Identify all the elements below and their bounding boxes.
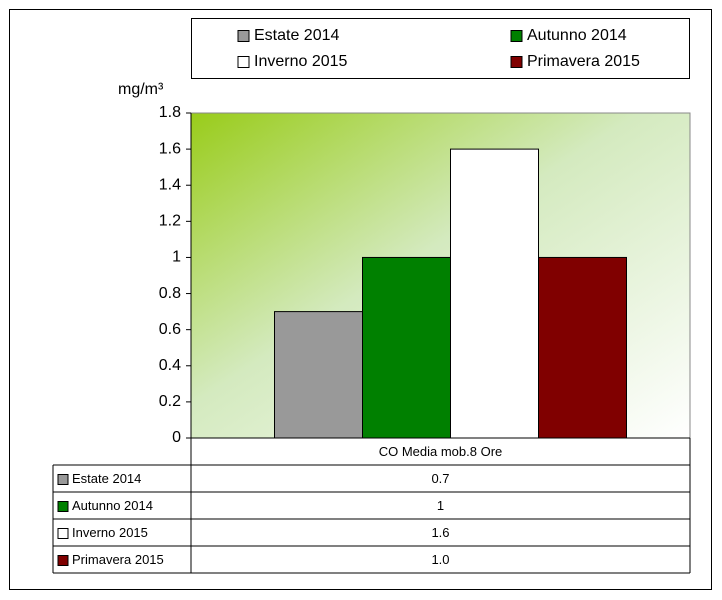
table-swatch: [57, 555, 69, 566]
table-value: 0.7: [431, 471, 449, 486]
legend-label: Primavera 2015: [527, 53, 640, 70]
y-tick-label: 1.4: [159, 176, 181, 193]
table-series-name: Estate 2014: [72, 471, 141, 486]
y-tick-label: 1: [172, 249, 181, 266]
legend-swatch: [237, 56, 250, 68]
legend-label: Autunno 2014: [527, 27, 627, 44]
y-tick-label: 1.8: [159, 104, 181, 121]
table-series-name: Autunno 2014: [72, 498, 153, 513]
table-value: 1: [437, 498, 444, 513]
legend-label: Inverno 2015: [254, 53, 348, 70]
legend-swatch: [510, 56, 523, 68]
bar: [362, 256, 451, 439]
y-tick-label: 0.4: [159, 357, 181, 374]
table-value: 1.6: [431, 525, 449, 540]
y-axis-unit: mg/m³: [118, 81, 164, 98]
y-tick-label: 0: [172, 429, 181, 446]
y-tick-label: 1.6: [159, 140, 181, 157]
y-tick-label: 1.2: [159, 213, 181, 230]
table-swatch: [57, 474, 69, 485]
y-tick-label: 0.6: [159, 321, 181, 338]
table-header: CO Media mob.8 Ore: [379, 444, 503, 459]
table-value: 1.0: [431, 552, 449, 567]
table-swatch: [57, 501, 69, 512]
legend-swatch: [237, 30, 250, 42]
bar: [274, 311, 363, 439]
table-series-name: Inverno 2015: [72, 525, 148, 540]
bar: [450, 148, 539, 439]
y-tick-label: 0.2: [159, 393, 181, 410]
legend-swatch: [510, 30, 523, 42]
y-tick-label: 0.8: [159, 285, 181, 302]
table-series-name: Primavera 2015: [72, 552, 164, 567]
legend-box: [191, 18, 690, 79]
legend-label: Estate 2014: [254, 27, 340, 44]
bar: [538, 256, 627, 439]
table-swatch: [57, 528, 69, 539]
